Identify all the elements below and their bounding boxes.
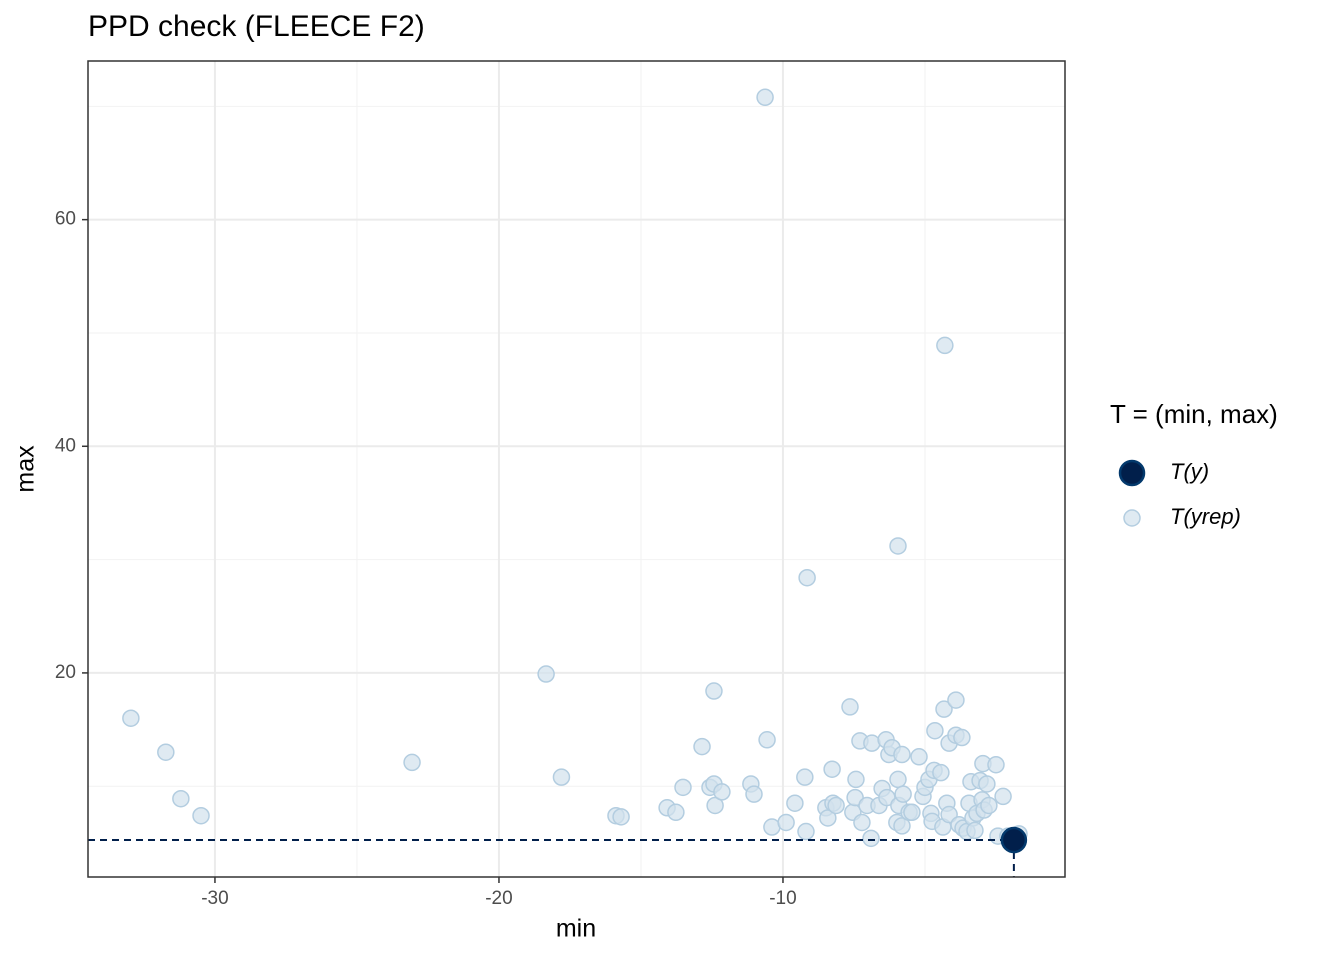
replicate-point [841, 698, 859, 716]
y-tick-label: 40 [55, 435, 76, 456]
observed-point [1000, 826, 1028, 854]
replicate-point [889, 537, 907, 555]
legend-title: T = (min, max) [1110, 399, 1278, 429]
replicate-point [862, 829, 880, 848]
replicate-point [936, 336, 954, 355]
replicate-point [786, 794, 804, 812]
replicate-point [756, 88, 774, 107]
replicate-point [994, 787, 1012, 806]
replicate-point [987, 755, 1005, 774]
x-axis-title: min [556, 915, 596, 943]
replicate-point [777, 813, 795, 832]
legend-marker [1123, 509, 1141, 527]
replicate-point [878, 788, 896, 807]
replicate-point [667, 803, 685, 822]
replicate-point [827, 796, 845, 815]
replicate-point [823, 760, 841, 778]
y-axis-title: max [12, 445, 40, 493]
replicate-point [893, 745, 911, 764]
replicate-point [853, 813, 871, 832]
replicate-point [122, 709, 140, 727]
replicate-point [797, 822, 815, 841]
plot-border [87, 60, 1066, 878]
x-tick-label: -30 [201, 888, 228, 909]
replicate-point [894, 785, 912, 803]
replicate-point [798, 568, 816, 587]
replicate-point [910, 748, 928, 766]
replicate-point [172, 789, 190, 808]
replicate-point [693, 737, 711, 756]
replicate-point [932, 763, 950, 782]
replicate-point [953, 728, 971, 747]
replicate-point [705, 682, 723, 700]
legend-label: T(y) [1170, 459, 1209, 484]
replicate-point [846, 788, 864, 807]
replicate-point [889, 770, 907, 789]
replicate-point [935, 700, 953, 718]
y-tick-label: 20 [55, 662, 76, 683]
replicate-point [612, 808, 630, 826]
y-tick-label: 60 [55, 209, 76, 230]
replicate-point [863, 734, 881, 752]
replicate-point [192, 806, 210, 825]
replicate-point [978, 775, 996, 793]
replicate-point [796, 768, 814, 786]
chart-title: PPD check (FLEECE F2) [88, 10, 425, 43]
replicate-point [947, 691, 965, 709]
replicate-point [157, 743, 175, 761]
replicate-point [847, 770, 865, 789]
replicate-point [403, 753, 421, 772]
x-tick-label: -10 [769, 888, 796, 909]
replicate-point [893, 817, 911, 835]
replicate-point [706, 796, 724, 815]
replicate-point [980, 796, 998, 815]
replicate-point [713, 783, 731, 801]
x-tick-label: -20 [485, 888, 512, 909]
replicate-point [745, 785, 763, 803]
replicate-point [903, 803, 921, 822]
replicate-point [674, 778, 692, 797]
replicate-point [537, 665, 555, 683]
replicate-point [926, 721, 944, 740]
replicate-point [552, 768, 571, 786]
legend-label: T(yrep) [1170, 504, 1241, 529]
replicate-point [758, 731, 776, 749]
replicate-point [966, 821, 984, 840]
legend-marker [1118, 459, 1146, 487]
